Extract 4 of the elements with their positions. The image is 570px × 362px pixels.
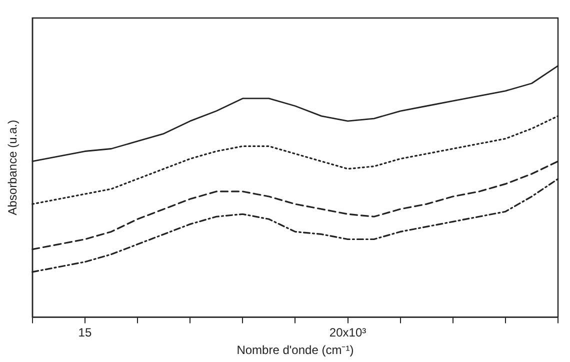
x-tick-label: 20x10³ <box>329 326 366 340</box>
x-tick-label: 15 <box>78 326 92 340</box>
y-axis-title: Absorbance (u.a.) <box>6 120 20 216</box>
x-axis-title: Nombre d'onde (cm⁻¹) <box>236 343 354 358</box>
